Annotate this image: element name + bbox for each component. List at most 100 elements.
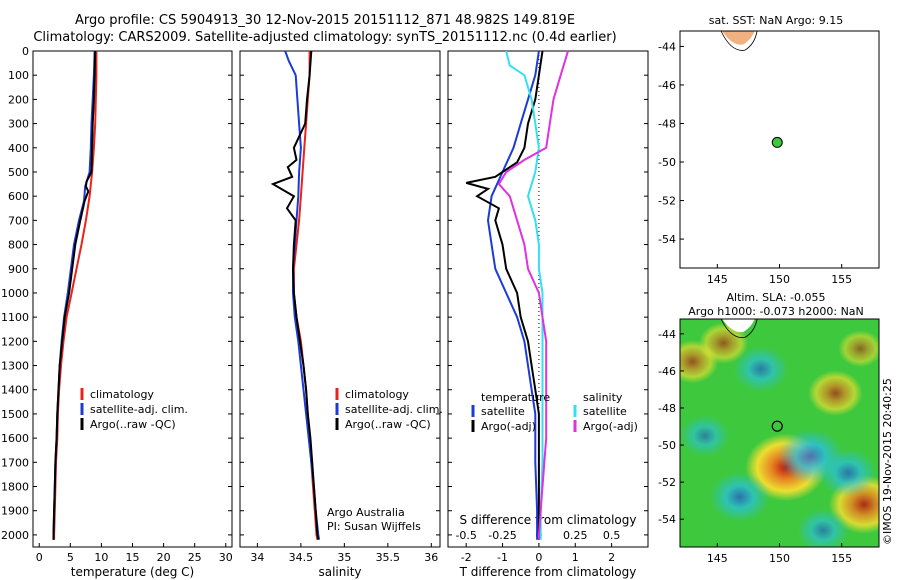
difference-series-line [465,50,544,540]
map_sst-frame [679,30,880,269]
figure-title-line-2: Climatology: CARS2009. Satellite-adjuste… [33,30,617,45]
x-tick-label: 0 [36,551,43,564]
salinity-frame [239,50,441,548]
x-tick-label: 20 [157,551,171,564]
salinity-series-line [270,50,320,540]
depth-tick-label: 1600 [1,432,29,445]
timestamp-stamp: ©IMOS 19-Nov-2015 20:40:25 [881,378,894,545]
depth-tick-label: 200 [8,93,29,106]
depth-tick-label: 100 [8,69,29,82]
depth-tick-label: 1700 [1,456,29,469]
depth-tick-label: 400 [8,142,29,155]
map-x-tick-label: 155 [831,273,852,286]
land-patch [722,31,755,45]
difference-top-label: S difference from climatology [460,513,637,527]
depth-tick-label: 1300 [1,360,29,373]
map_sst-coastline [720,30,758,51]
difference-series-line [497,50,569,540]
x-tick-label: 2 [608,551,615,564]
map-x-tick-label: 150 [769,273,790,286]
x-tick-label: 35.5 [376,551,401,564]
depth-tick-label: 800 [8,239,29,252]
salinity-series-line [284,50,321,540]
legend-title-temperature: temperature [481,391,550,404]
legend-label: Argo(..raw -QC) [90,418,176,431]
depth-tick-label: 2000 [1,529,29,542]
sla-title-line-2: Argo h1000: -0.073 h2000: NaN [688,305,864,318]
map-y-tick-label: -54 [658,513,676,526]
sst-map-title: sat. SST: NaN Argo: 9.15 [709,14,843,27]
depth-tick-label: 1200 [1,335,29,348]
legend-label: satellite [481,405,525,418]
depth-tick-label: 700 [8,214,29,227]
map-x-tick-label: 145 [707,273,728,286]
x-tick-label: 34 [250,551,264,564]
depth-tick-label: 600 [8,190,29,203]
map-y-tick-label: -46 [658,365,676,378]
legend-title-salinity: salinity [583,391,623,404]
map-y-tick-label: -52 [658,476,676,489]
legend-label: Argo(..raw -QC) [345,418,431,431]
x-tick-label: 30 [219,551,233,564]
difference-series-line [486,50,540,540]
depth-tick-label: 500 [8,166,29,179]
legend-label: satellite-adj. clim. [90,403,188,416]
s-tick-label: -0.25 [488,529,516,542]
map-y-tick-label: -52 [658,195,676,208]
map-y-tick-label: -48 [658,117,676,130]
plot-layer: 0100200300400500600700800900100011001200… [1,14,894,579]
argo-position-marker [771,420,783,432]
map-y-tick-label: -44 [658,328,676,341]
x-tick-label: -1 [497,551,508,564]
legend-label: climatology [90,388,154,401]
map-x-tick-label: 155 [831,552,852,565]
map-y-tick-label: -50 [658,439,676,452]
legend-label: Argo(-adj) [481,420,536,433]
x-tick-label: 34.5 [289,551,314,564]
depth-tick-label: 1400 [1,384,29,397]
sla-anomaly-blob [819,448,877,497]
sla-anomaly-blob [698,322,749,364]
x-tick-label: 25 [188,551,202,564]
x-tick-label: 5 [67,551,74,564]
map-y-tick-label: -54 [658,233,676,246]
difference-frame [447,50,649,548]
map-y-tick-label: -46 [658,79,676,92]
depth-tick-label: 1500 [1,408,29,421]
map-x-tick-label: 150 [769,552,790,565]
temperature-frame [32,50,233,548]
sla-anomaly-blob [808,370,863,416]
s-tick-label: -0.5 [455,529,476,542]
map-y-tick-label: -48 [658,402,676,415]
annotation-line-2: PI: Susan Wijffels [327,520,421,533]
sla-title-line-1: Altim. SLA: -0.055 [726,291,825,304]
depth-tick-label: 300 [8,118,29,131]
map-y-tick-label: -44 [658,40,676,53]
sla-anomaly-blob [709,471,770,522]
sla-anomaly-blob [838,330,879,368]
depth-tick-label: 0 [22,45,29,58]
difference-series-line [505,50,544,540]
sla-anomaly-blob [733,346,789,392]
temperature-series-line [53,51,98,540]
x-tick-label: 0 [535,551,542,564]
x-tick-label: 1 [572,551,579,564]
depth-tick-label: 1100 [1,311,29,324]
x-tick-label: -2 [461,551,472,564]
temperature-xlabel: temperature (deg C) [71,565,194,579]
legend-label: climatology [345,388,409,401]
depth-tick-label: 1900 [1,505,29,518]
x-tick-label: 10 [94,551,108,564]
figure-title-line-1: Argo profile: CS 5904913_30 12-Nov-2015 … [74,13,576,28]
depth-tick-label: 900 [8,263,29,276]
legend-label: Argo(-adj) [583,420,638,433]
salinity-xlabel: salinity [318,565,361,579]
temperature-series-line [52,50,97,540]
sla-anomaly-blob [680,415,730,457]
depth-tick-label: 1000 [1,287,29,300]
legend-label: satellite [583,405,627,418]
s-tick-label: 0.5 [603,529,621,542]
argo-position-marker [771,136,783,148]
depth-tick-label: 1800 [1,481,29,494]
